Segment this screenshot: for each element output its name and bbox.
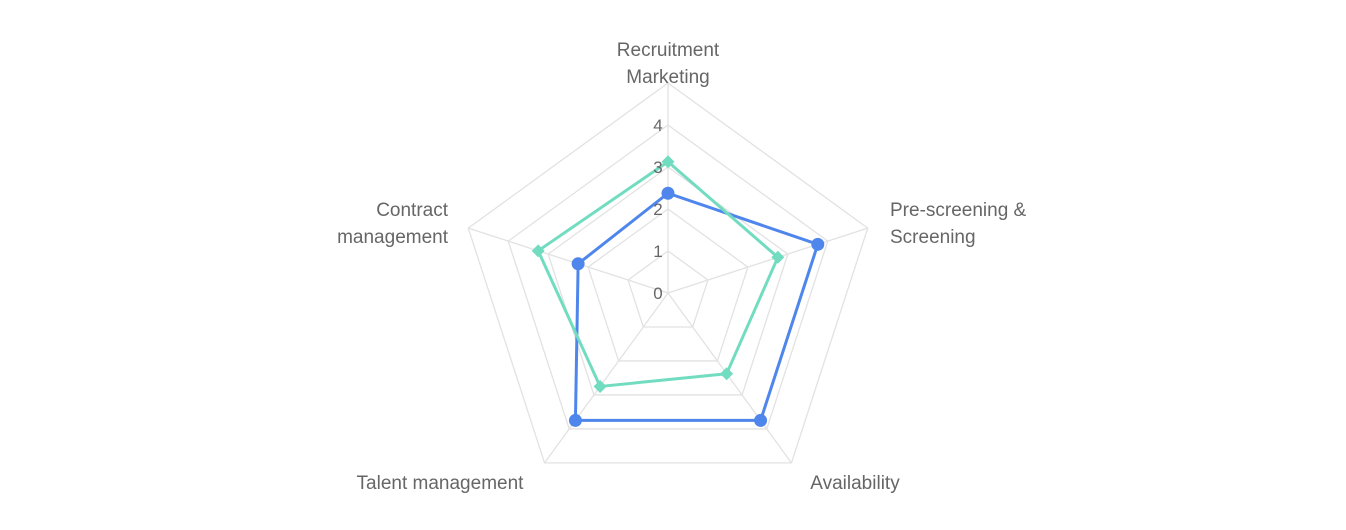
tick-label: 4: [653, 116, 662, 135]
series-layer: [531, 155, 825, 427]
data-point[interactable]: [531, 244, 545, 258]
grid-spoke: [544, 292, 669, 464]
data-point[interactable]: [568, 413, 582, 427]
grid-ring: [627, 250, 709, 328]
tick-label: 0: [653, 284, 662, 303]
grid-ring: [507, 124, 829, 430]
axis-label: Recruitment Marketing: [617, 40, 720, 88]
data-point[interactable]: [771, 250, 785, 264]
grid-ring: [587, 208, 749, 362]
axis-label: Availability: [810, 473, 900, 494]
series-1-line: [573, 191, 820, 422]
data-point[interactable]: [811, 237, 825, 251]
series-2-line: [536, 160, 780, 388]
tick-label: 3: [653, 158, 662, 177]
data-point[interactable]: [593, 379, 607, 393]
grid-spoke: [667, 227, 868, 294]
data-point[interactable]: [571, 257, 585, 271]
grid-ring: [467, 82, 869, 464]
series-1: [568, 186, 825, 427]
axis-label: Contract management: [337, 200, 449, 248]
data-point[interactable]: [661, 155, 675, 169]
grid-spoke: [667, 292, 792, 464]
data-point[interactable]: [720, 367, 734, 381]
tick-label: 1: [653, 242, 662, 261]
axis-label-layer: Recruitment Marketing Pre-screening & Scree…: [337, 40, 1026, 494]
tick-label: 2: [653, 200, 662, 219]
series-2: [531, 155, 785, 393]
axis-label: Pre-screening & Screening: [890, 200, 1027, 248]
data-point[interactable]: [661, 186, 675, 200]
grid-ring: [547, 166, 789, 396]
grid-spoke: [468, 227, 669, 294]
axis-label: Talent management: [357, 473, 525, 494]
tick-layer: 0 1 2 3 4: [653, 116, 662, 303]
data-point[interactable]: [754, 413, 768, 427]
